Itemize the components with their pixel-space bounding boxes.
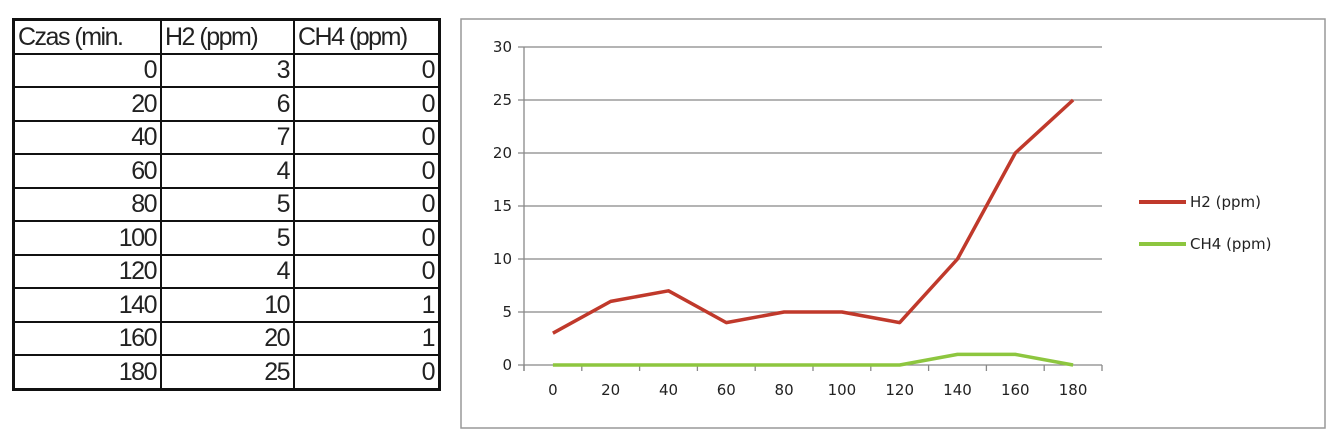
x-tick-label: 140 (943, 381, 972, 399)
table-cell: 0 (293, 153, 441, 189)
column-header: Czas (min. (12, 18, 162, 55)
x-tick-label: 20 (601, 381, 620, 399)
y-tick-label: 10 (493, 250, 512, 268)
y-tick-label: 25 (493, 91, 512, 109)
table-row: 160 20 1 (12, 320, 441, 356)
y-tick-label: 30 (493, 38, 512, 56)
table-cell: 20 (12, 86, 162, 122)
table-cell: 40 (12, 119, 162, 155)
series-line-0 (552, 98, 1075, 335)
y-tick-label: 20 (493, 144, 512, 162)
table-cell: 20 (160, 320, 295, 356)
table-cell: 25 (160, 354, 295, 390)
table-cell: 0 (293, 86, 441, 122)
table-cell: 180 (12, 354, 162, 390)
legend-label: CH4 (ppm) (1190, 235, 1271, 253)
table-cell: 3 (160, 52, 295, 88)
x-tick-label: 80 (775, 381, 794, 399)
table-cell: 1 (293, 287, 441, 323)
x-tick-label: 40 (659, 381, 678, 399)
table-cell: 0 (12, 52, 162, 88)
x-tick-label: 0 (548, 381, 558, 399)
table-cell: 60 (12, 153, 162, 189)
table-cell: 7 (160, 119, 295, 155)
table-cell: 4 (160, 253, 295, 289)
column-header: CH4 (ppm) (293, 18, 441, 55)
y-tick-label: 5 (502, 303, 512, 321)
table-header-row: Czas (min. H2 (ppm) CH4 (ppm) (12, 18, 441, 55)
table-cell: 1 (293, 320, 441, 356)
table-row: 20 6 0 (12, 86, 441, 122)
series-line-1 (552, 352, 1074, 367)
table-cell: 100 (12, 220, 162, 256)
table-cell: 0 (293, 52, 441, 88)
table-row: 100 5 0 (12, 220, 441, 256)
data-table: Czas (min. H2 (ppm) CH4 (ppm) 0 3 0 20 6 0 40 7 0 6… (12, 18, 441, 391)
legend-label: H2 (ppm) (1190, 193, 1261, 211)
table-row: 140 10 1 (12, 287, 441, 323)
table-cell: 140 (12, 287, 162, 323)
x-tick-label: 60 (717, 381, 736, 399)
table-cell: 5 (160, 220, 295, 256)
table-cell: 80 (12, 186, 162, 222)
x-tick-label: 180 (1059, 381, 1088, 399)
table-cell: 10 (160, 287, 295, 323)
table-cell: 120 (12, 253, 162, 289)
table-cell: 6 (160, 86, 295, 122)
table-cell: 0 (293, 186, 441, 222)
table-row: 40 7 0 (12, 119, 441, 155)
table-cell: 4 (160, 153, 295, 189)
table-cell: 5 (160, 186, 295, 222)
table-cell: 0 (293, 253, 441, 289)
table-cell: 0 (293, 354, 441, 390)
x-tick-label: 100 (828, 381, 857, 399)
table-row: 180 25 0 (12, 354, 441, 390)
table-cell: 0 (293, 220, 441, 256)
x-tick-label: 120 (885, 381, 914, 399)
column-header: H2 (ppm) (160, 18, 295, 55)
table-row: 80 5 0 (12, 186, 441, 222)
x-tick-label: 160 (1001, 381, 1030, 399)
chart-frame (460, 18, 1326, 429)
y-tick-label: 0 (502, 356, 512, 374)
table-cell: 0 (293, 119, 441, 155)
table-cell: 160 (12, 320, 162, 356)
table-row: 120 4 0 (12, 253, 441, 289)
y-tick-label: 15 (493, 197, 512, 215)
table-row: 60 4 0 (12, 153, 441, 189)
